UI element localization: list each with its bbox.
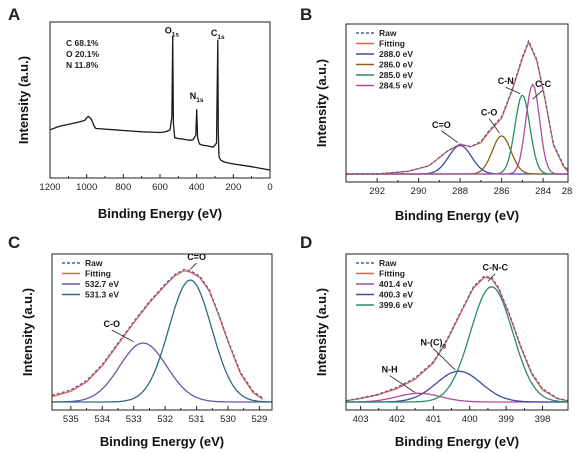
series-raw: [52, 268, 263, 399]
x-axis-title: Binding Energy (eV): [100, 434, 224, 449]
panel-letter: C: [8, 233, 20, 252]
series-532-7-ev: [52, 342, 272, 403]
peak-annotation: N-(C)3: [421, 338, 447, 351]
x-tick-label: 400: [189, 182, 205, 193]
x-tick-label: 1200: [39, 182, 60, 193]
annotation-leader: [190, 262, 197, 270]
series-288-0-ev: [346, 144, 568, 175]
y-axis-title: Intensity (a.u.): [314, 59, 329, 147]
x-tick-label: 532: [157, 414, 173, 425]
plot-frame: [345, 23, 569, 183]
legend-entry: Fitting: [379, 269, 405, 279]
x-tick-label: 533: [126, 414, 142, 425]
legend-entry: Fitting: [379, 39, 405, 49]
legend-entry: Raw: [379, 28, 397, 38]
x-tick-label: 400: [462, 414, 478, 425]
x-tick-label: 286: [494, 186, 510, 197]
composition-text: C 68.1%: [66, 38, 99, 48]
legend-entry: 284.5 eV: [379, 81, 413, 91]
legend-entry: 532.7 eV: [85, 279, 119, 289]
legend-entry: Raw: [85, 258, 103, 268]
x-tick-label: 800: [115, 182, 131, 193]
peak-annotation: O1s: [165, 25, 180, 38]
peak-annotation: C=O: [432, 120, 451, 130]
plot-frame: [345, 253, 569, 411]
legend-entry: 401.4 eV: [379, 279, 413, 289]
peak-annotation: C=O: [187, 252, 206, 262]
panel-a: 1200 1000 800 600 400 200 0 Binding Energy (eV)…: [8, 5, 273, 221]
annotation-leader: [111, 329, 134, 343]
legend-entry: 531.3 eV: [85, 290, 119, 300]
x-tick-label: 534: [94, 414, 110, 425]
x-tick-label: 200: [225, 182, 241, 193]
x-tick-label: 535: [63, 414, 79, 425]
series-399-6-ev: [346, 286, 568, 403]
x-tick-label: 600: [152, 182, 168, 193]
x-tick-label: 402: [389, 414, 405, 425]
series-fitting: [346, 276, 568, 402]
x-tick-label: 0: [267, 182, 272, 193]
legend-entry: 399.6 eV: [379, 300, 413, 310]
x-tick-label: 529: [251, 414, 267, 425]
plot-frame: [51, 253, 273, 411]
legend-entry: Raw: [379, 258, 397, 268]
x-tick-label: 284: [535, 186, 551, 197]
panel-letter: B: [300, 5, 312, 24]
peak-annotation: C-O: [481, 108, 498, 118]
x-tick-label: 398: [535, 414, 551, 425]
annotation-leader: [389, 375, 416, 393]
x-axis-title: Binding Energy (eV): [395, 208, 519, 223]
annotation-leader: [505, 86, 521, 95]
panel-d: 403 402 401 400 399 398 Binding Energy (eV) Int…: [300, 233, 569, 449]
peak-annotation: C1s: [211, 28, 225, 41]
annotation-leader: [488, 118, 500, 134]
composition-text: N 11.8%: [66, 60, 99, 70]
peak-annotation: C-N-C: [482, 263, 508, 273]
peak-annotation: C-C: [535, 79, 551, 89]
series-raw: [346, 275, 568, 402]
x-tick-label: 288: [452, 186, 468, 197]
y-axis-title: Intensity (a.u.): [20, 288, 35, 376]
x-tick-label: 292: [369, 186, 385, 197]
panel-letter: A: [8, 5, 20, 24]
composition-text: O 20.1%: [66, 49, 100, 59]
series-spectrum: [50, 35, 270, 171]
peak-annotation: C-N: [498, 76, 514, 86]
x-tick-label: 290: [411, 186, 427, 197]
x-axis-title: Binding Energy (eV): [395, 434, 519, 449]
x-tick-label: 1000: [76, 182, 97, 193]
x-tick-label: 403: [353, 414, 369, 425]
peak-annotation: N1s: [190, 91, 204, 104]
peak-annotation: C-O: [103, 319, 120, 329]
legend-entry: 285.0 eV: [379, 70, 413, 80]
series-285-0-ev: [346, 94, 568, 175]
x-tick-label: 401: [425, 414, 441, 425]
panel-letter: D: [300, 233, 312, 252]
annotation-leader: [433, 348, 456, 371]
annotation-leader: [441, 130, 459, 144]
annotation-leader: [532, 89, 544, 100]
legend-entry: Fitting: [85, 269, 111, 279]
y-axis-title: Intensity (a.u.): [314, 288, 329, 376]
series-raw: [346, 40, 568, 175]
peak-annotation: N-H: [382, 365, 398, 375]
x-axis-title: Binding Energy (eV): [98, 206, 222, 221]
x-tick-label: 28: [562, 186, 573, 197]
series-fitting: [52, 270, 263, 400]
panel-b: 292 290 288 286 284 28 Binding Energy (eV) Inte…: [300, 5, 572, 223]
x-tick-label: 399: [498, 414, 514, 425]
legend-entry: 288.0 eV: [379, 49, 413, 59]
panel-c: 535 534 533 532 531 530 529 Binding Energy (eV)…: [8, 233, 273, 449]
annotation-leader: [487, 273, 496, 282]
x-tick-label: 531: [189, 414, 205, 425]
legend-entry: 286.0 eV: [379, 60, 413, 70]
x-tick-label: 530: [220, 414, 236, 425]
legend-entry: 400.3 eV: [379, 290, 413, 300]
y-axis-title: Intensity (a.u.): [16, 56, 31, 144]
series-531-3-ev: [52, 279, 272, 403]
